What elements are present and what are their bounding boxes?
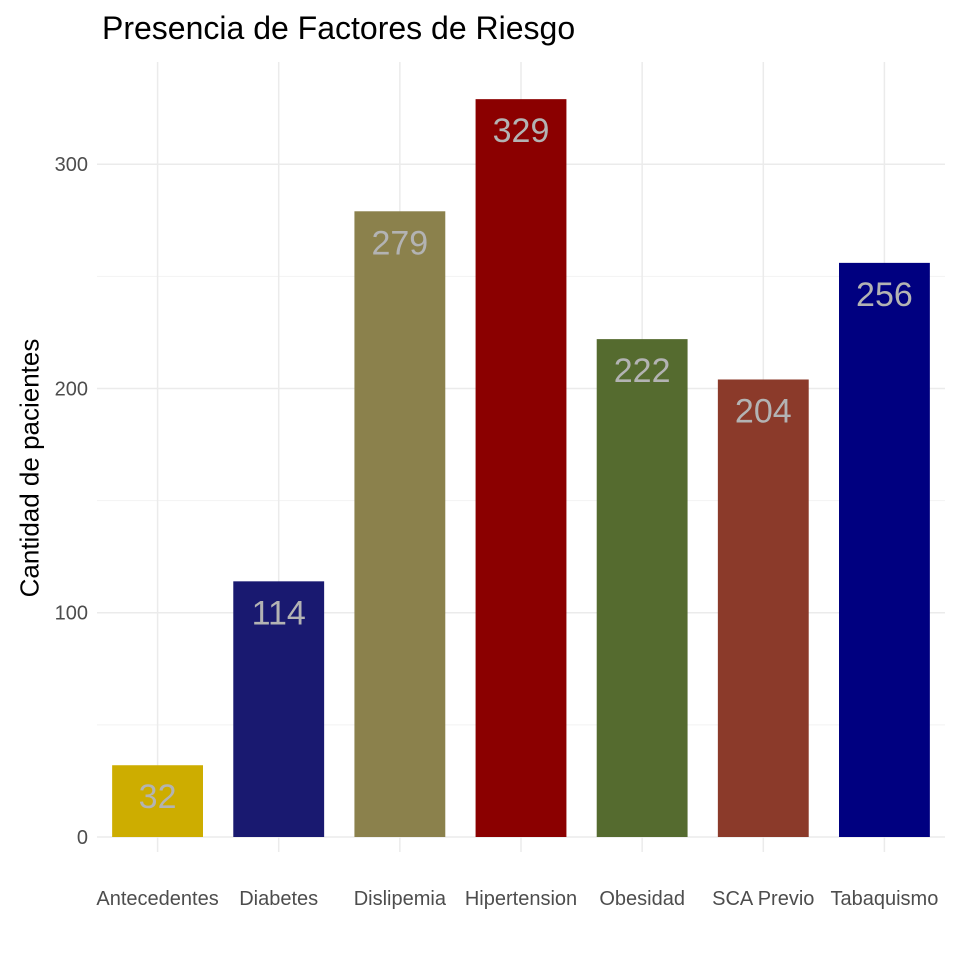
data-label: 222 xyxy=(614,352,671,390)
x-tick-label: Hipertension xyxy=(465,888,577,910)
bar xyxy=(233,581,325,837)
bar xyxy=(717,379,809,837)
data-label: 329 xyxy=(493,112,550,150)
chart-title: Presencia de Factores de Riesgo xyxy=(102,10,576,46)
data-label: 256 xyxy=(856,276,913,314)
y-tick-label: 200 xyxy=(55,378,88,400)
data-label: 279 xyxy=(371,224,428,262)
y-tick-label: 100 xyxy=(55,603,88,625)
y-tick-label: 300 xyxy=(55,154,88,176)
bar xyxy=(596,339,688,837)
bar xyxy=(354,211,446,838)
bar xyxy=(839,262,930,838)
data-label: 32 xyxy=(139,778,177,816)
x-tick-label: Antecedentes xyxy=(96,888,218,910)
x-tick-label: SCA Previo xyxy=(712,888,814,910)
x-tick-label: Obesidad xyxy=(599,888,685,910)
x-tick-label: Diabetes xyxy=(239,888,318,910)
data-label: 204 xyxy=(735,392,792,430)
bar xyxy=(475,99,567,837)
bar xyxy=(112,765,203,837)
x-tick-label: Dislipemia xyxy=(354,888,447,910)
x-tick-label: Tabaquismo xyxy=(831,888,939,910)
data-label: 114 xyxy=(252,594,306,632)
y-tick-label: 0 xyxy=(77,827,88,849)
